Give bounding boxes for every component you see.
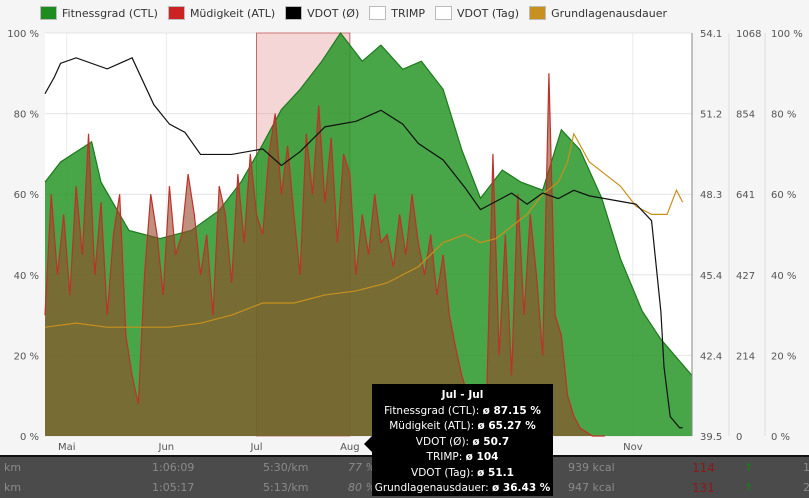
y-tick-label: 80 %: [14, 110, 39, 121]
tooltip-arrow: [364, 436, 372, 452]
vdot-tick-label: 51.2: [700, 110, 722, 121]
vdot-tick-label: 39.5: [700, 432, 722, 443]
calories: 939 kcal: [568, 461, 615, 474]
trimp-tick-label: 854: [736, 110, 755, 121]
y-tick-label: 20 %: [14, 351, 39, 362]
x-tick-label: Nov: [623, 442, 643, 453]
tooltip-line: VDOT (Ø): ø 50.7: [372, 435, 553, 451]
right-pct-tick-label: 60 %: [771, 190, 796, 201]
extra: 1: [803, 461, 809, 474]
distance: km: [4, 481, 21, 494]
chart-tooltip: Jul - Jul Fitnessgrad (CTL): ø 87.15 % M…: [372, 384, 553, 496]
extra: 2: [803, 481, 809, 494]
trimp-tick-label: 641: [736, 190, 755, 201]
y-tick-label: 0 %: [20, 432, 39, 443]
trimp: 114: [692, 461, 715, 475]
duration: 1:05:17: [152, 481, 194, 494]
vdot-tick-label: 42.4: [700, 351, 722, 362]
tooltip-line: VDOT (Tag): ø 51.1: [372, 466, 553, 482]
right-pct-tick-label: 0 %: [771, 432, 790, 443]
x-tick-label: Mai: [58, 442, 76, 453]
trend-up-icon: ↑: [744, 461, 753, 474]
tooltip-line: Grundlagenausdauer: ø 36.43 %: [372, 481, 553, 497]
duration: 1:06:09: [152, 461, 194, 474]
y-tick-label: 100 %: [7, 29, 39, 40]
pace: 5:13/km: [263, 481, 309, 494]
right-pct-tick-label: 40 %: [771, 271, 796, 282]
trend-up-icon: ↑: [744, 481, 753, 494]
vdot-tick-label: 48.3: [700, 190, 722, 201]
trimp: 131: [692, 481, 715, 495]
vdot-tick-label: 54.1: [700, 29, 722, 40]
right-pct-tick-label: 20 %: [771, 351, 796, 362]
pace: 5:30/km: [263, 461, 309, 474]
trimp-tick-label: 0: [736, 432, 742, 443]
right-pct-tick-label: 100 %: [771, 29, 803, 40]
x-tick-label: Jun: [158, 442, 175, 453]
trimp-tick-label: 427: [736, 271, 755, 282]
x-tick-label: Jul: [249, 442, 262, 453]
right-pct-tick-label: 80 %: [771, 110, 796, 121]
tooltip-line: Fitnessgrad (CTL): ø 87.15 %: [372, 404, 553, 420]
vdot-tick-label: 45.4: [700, 271, 722, 282]
x-tick-label: Aug: [340, 442, 360, 453]
y-tick-label: 40 %: [14, 271, 39, 282]
y-tick-label: 60 %: [14, 190, 39, 201]
tooltip-title: Jul - Jul: [442, 389, 484, 401]
tooltip-line: TRIMP: ø 104: [372, 450, 553, 466]
trimp-tick-label: 214: [736, 351, 755, 362]
distance: km: [4, 461, 21, 474]
trimp-tick-label: 1068: [736, 29, 761, 40]
calories: 947 kcal: [568, 481, 615, 494]
tooltip-line: Müdigkeit (ATL): ø 65.27 %: [372, 419, 553, 435]
